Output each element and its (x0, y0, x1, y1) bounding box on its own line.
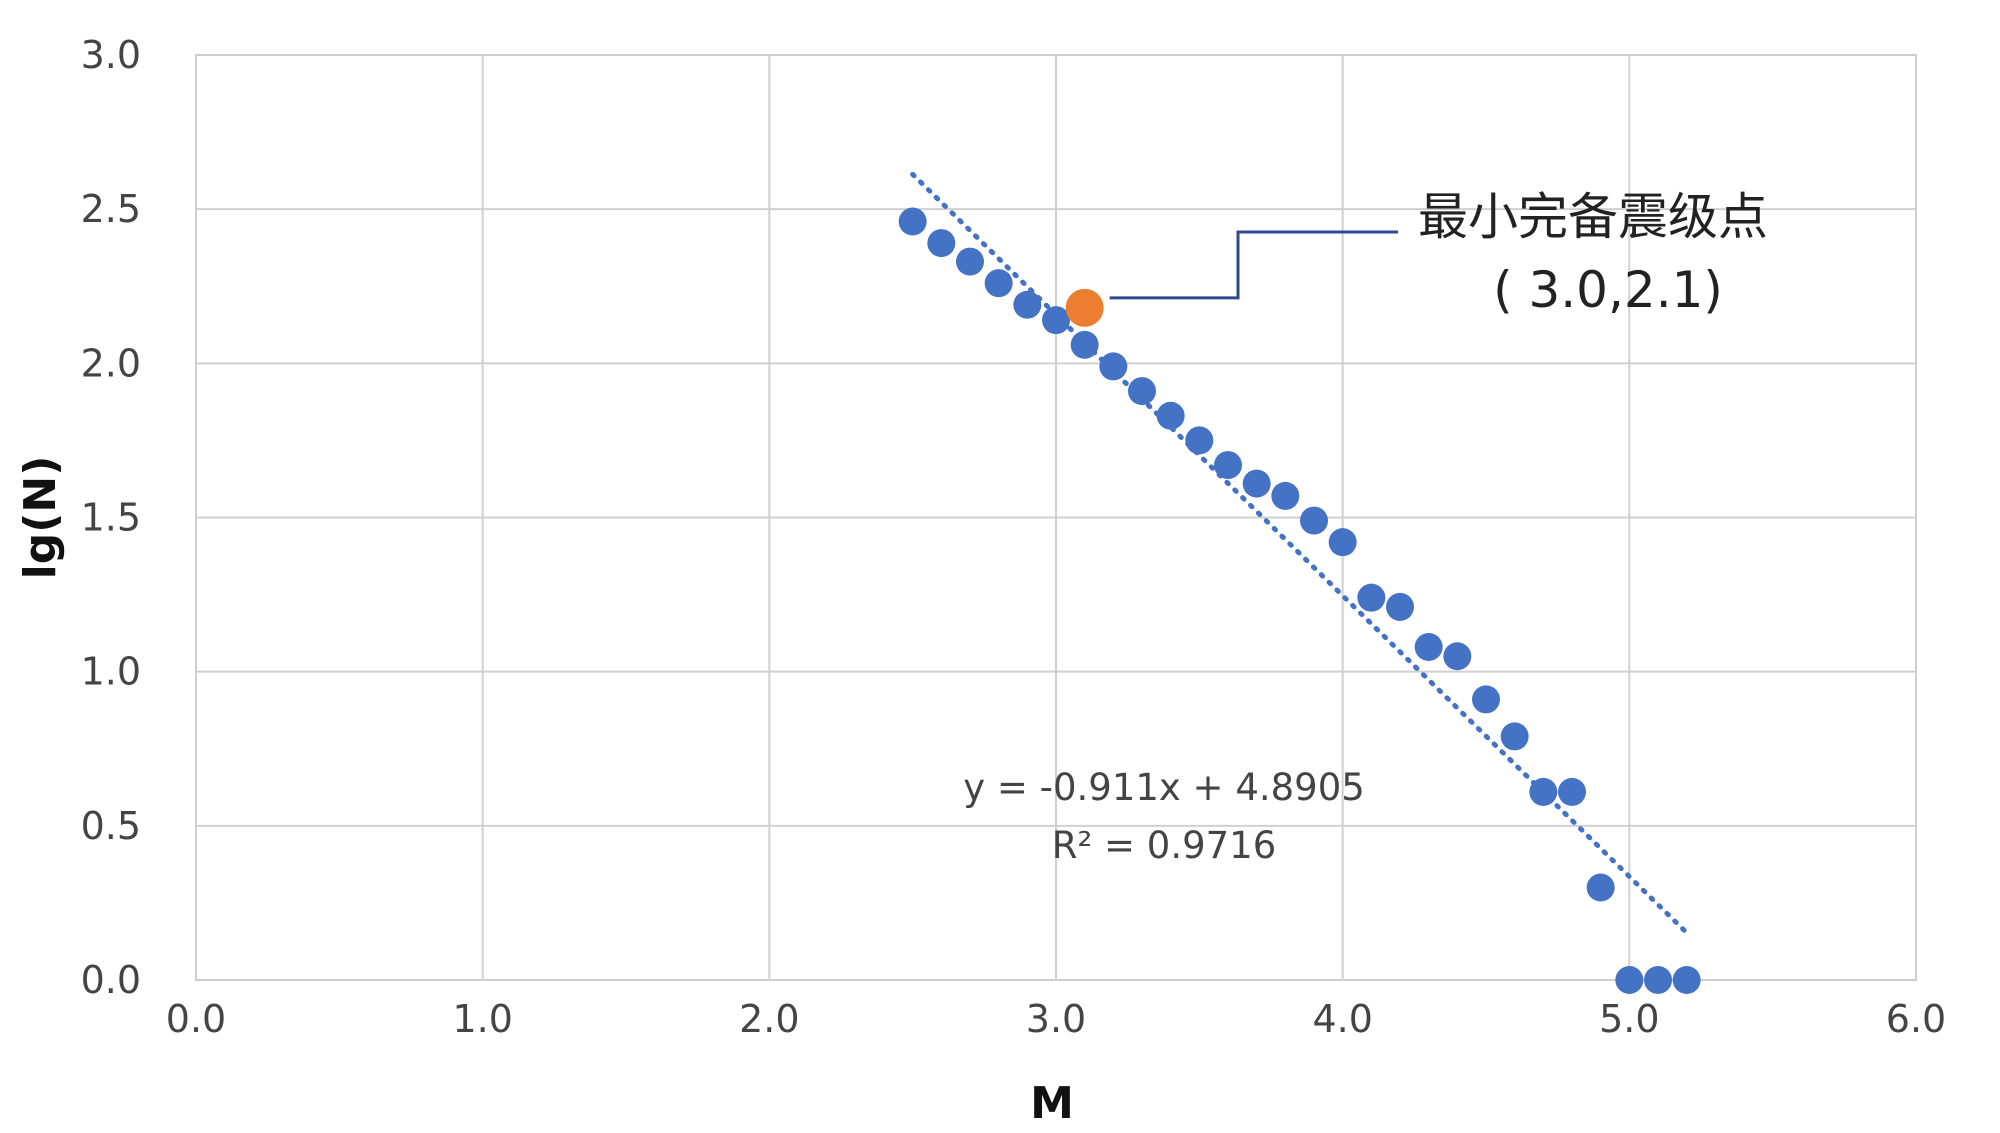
data-point (1644, 966, 1672, 994)
data-point (984, 269, 1013, 298)
data-point (1472, 685, 1500, 714)
annotation-layer: 最小完备震级点 ( 3.0,2.1) y = -0.911x + 4.8905 R² … (963, 188, 1768, 867)
y-tick-label: 1.5 (81, 496, 141, 540)
x-tick-label: 0.0 (166, 997, 226, 1041)
data-point (1128, 377, 1156, 406)
data-point (1414, 633, 1443, 661)
data-point (898, 207, 927, 236)
trendline-equation: y = -0.911x + 4.8905 (963, 766, 1365, 809)
data-point (1271, 481, 1300, 510)
plot-border (195, 54, 1917, 981)
data-point (1443, 642, 1472, 671)
data-point (1386, 592, 1414, 621)
data-point (1042, 306, 1070, 335)
trendline-layer (910, 171, 1690, 936)
x-tick-label: 3.0 (1026, 997, 1086, 1041)
callout-title: 最小完备震级点 (1418, 188, 1768, 246)
data-point (1500, 722, 1529, 751)
y-tick-label: 3.0 (81, 33, 141, 77)
axis-labels-layer: 0.0 1.0 2.0 3.0 4.0 5.0 6.0 0.0 0.5 1.0 1.5 2.0 2.5 3… (15, 33, 1946, 1129)
x-tick-label: 5.0 (1599, 997, 1659, 1041)
data-point (1328, 528, 1357, 557)
y-tick-label: 2.0 (81, 341, 141, 385)
data-point (956, 247, 984, 276)
data-point (1099, 352, 1128, 381)
y-tick-label: 0.5 (81, 804, 141, 848)
y-tick-label: 1.0 (81, 650, 141, 694)
y-tick-label: 2.5 (81, 187, 141, 231)
trendline (910, 171, 1690, 936)
data-point (1300, 506, 1328, 535)
x-tick-label: 1.0 (452, 997, 512, 1041)
data-point (1615, 966, 1644, 994)
data-point (1070, 330, 1099, 359)
data-points-layer (898, 207, 1701, 994)
data-point (1214, 451, 1242, 480)
data-point (1558, 777, 1586, 806)
x-tick-label: 4.0 (1312, 997, 1372, 1041)
x-axis-title: M (1030, 1078, 1074, 1129)
data-point (1013, 290, 1042, 319)
highlight-point (1065, 288, 1104, 327)
grid-layer (195, 54, 1917, 981)
data-point (1185, 426, 1214, 455)
data-point (1586, 873, 1615, 902)
data-point (1242, 469, 1271, 498)
x-tick-label: 2.0 (739, 997, 799, 1041)
data-point (1529, 777, 1558, 806)
trendline-r2: R² = 0.9716 (1052, 824, 1277, 867)
data-point (1672, 966, 1701, 994)
y-tick-label: 0.0 (81, 958, 141, 1002)
data-point (1156, 401, 1185, 430)
y-axis-title: lg(N) (15, 456, 66, 580)
data-point (1357, 583, 1386, 612)
data-point (927, 229, 956, 258)
x-tick-label: 6.0 (1886, 997, 1946, 1041)
callout-subtitle: ( 3.0,2.1) (1493, 261, 1723, 319)
callout-connector (1109, 230, 1398, 300)
